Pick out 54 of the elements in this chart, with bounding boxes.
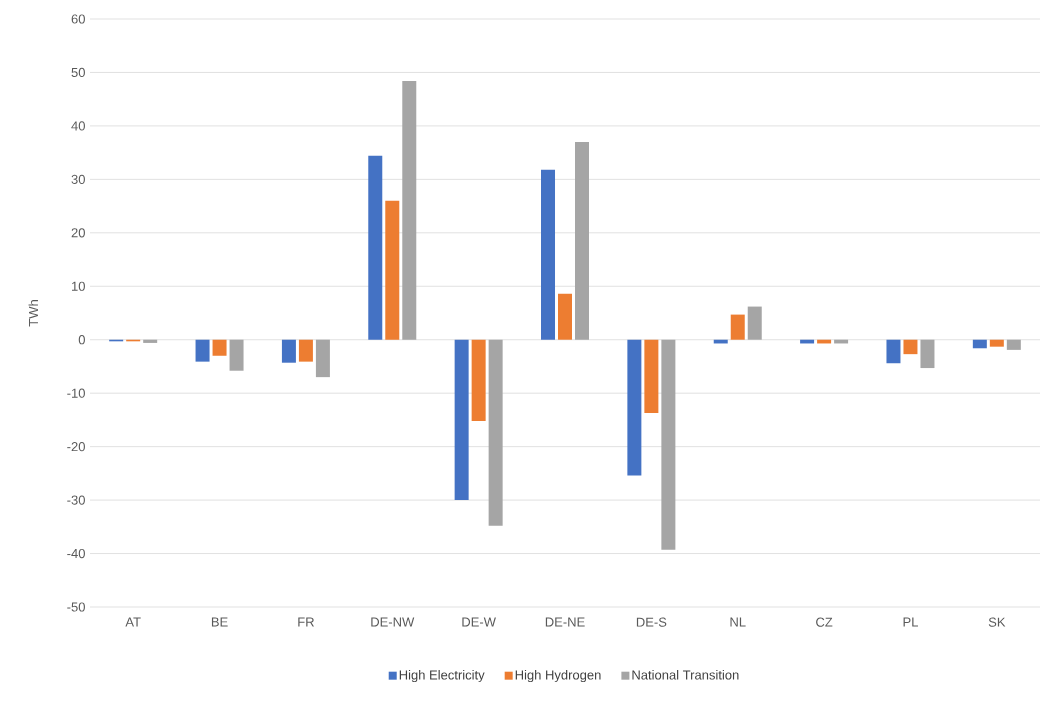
bar — [143, 339, 158, 343]
y-tick-label: 0 — [78, 335, 85, 345]
bar — [575, 141, 590, 340]
bar — [661, 339, 676, 550]
bar — [212, 339, 227, 356]
bar — [558, 293, 573, 340]
y-tick-label: 10 — [72, 281, 85, 291]
bar — [1006, 339, 1021, 350]
bar — [368, 155, 383, 340]
y-tick-label: 50 — [71, 67, 85, 78]
x-tick-label: NL — [730, 617, 746, 627]
bar — [972, 339, 987, 349]
bar — [195, 339, 210, 362]
x-tick-label: BE — [211, 617, 228, 627]
bar — [385, 200, 400, 340]
x-tick-label: DE-W — [462, 617, 496, 627]
bar — [281, 339, 296, 363]
x-tick-label: PL — [903, 617, 918, 627]
bar — [747, 306, 762, 340]
bar — [730, 314, 745, 340]
y-tick-label: -30 — [67, 495, 85, 505]
x-tick-label: CZ — [816, 617, 833, 627]
x-tick-label: SK — [988, 617, 1006, 627]
bar — [989, 339, 1004, 347]
bar — [402, 81, 417, 340]
x-tick-label: DE-NE — [545, 617, 585, 627]
legend-label: National Transition — [632, 670, 739, 680]
x-tick-label: AT — [125, 617, 141, 627]
bar — [229, 339, 244, 371]
bar — [886, 339, 901, 364]
bar — [315, 339, 330, 378]
y-axis-title: TWh — [28, 300, 38, 327]
bar — [471, 339, 486, 421]
x-tick-label: DE-NW — [371, 617, 415, 627]
x-tick-label: DE-S — [636, 617, 667, 627]
bar — [903, 339, 918, 355]
bar — [644, 339, 659, 413]
y-tick-label: 40 — [71, 121, 85, 131]
bar — [298, 339, 313, 362]
legend-label: High Hydrogen — [515, 670, 601, 683]
y-tick-label: -50 — [67, 602, 85, 612]
bar — [541, 169, 556, 340]
bar — [454, 339, 469, 501]
y-tick-label: 60 — [71, 14, 85, 24]
bar — [488, 339, 503, 526]
y-tick-label: -40 — [67, 548, 85, 559]
bar — [920, 339, 935, 369]
bar — [627, 339, 642, 476]
y-tick-label: 30 — [71, 174, 85, 184]
y-tick-label: -20 — [67, 442, 85, 452]
y-tick-label: 20 — [71, 228, 85, 238]
x-tick-label: FR — [298, 617, 314, 627]
legend-label: High Electricity — [399, 670, 485, 683]
y-tick-label: -10 — [67, 388, 85, 398]
